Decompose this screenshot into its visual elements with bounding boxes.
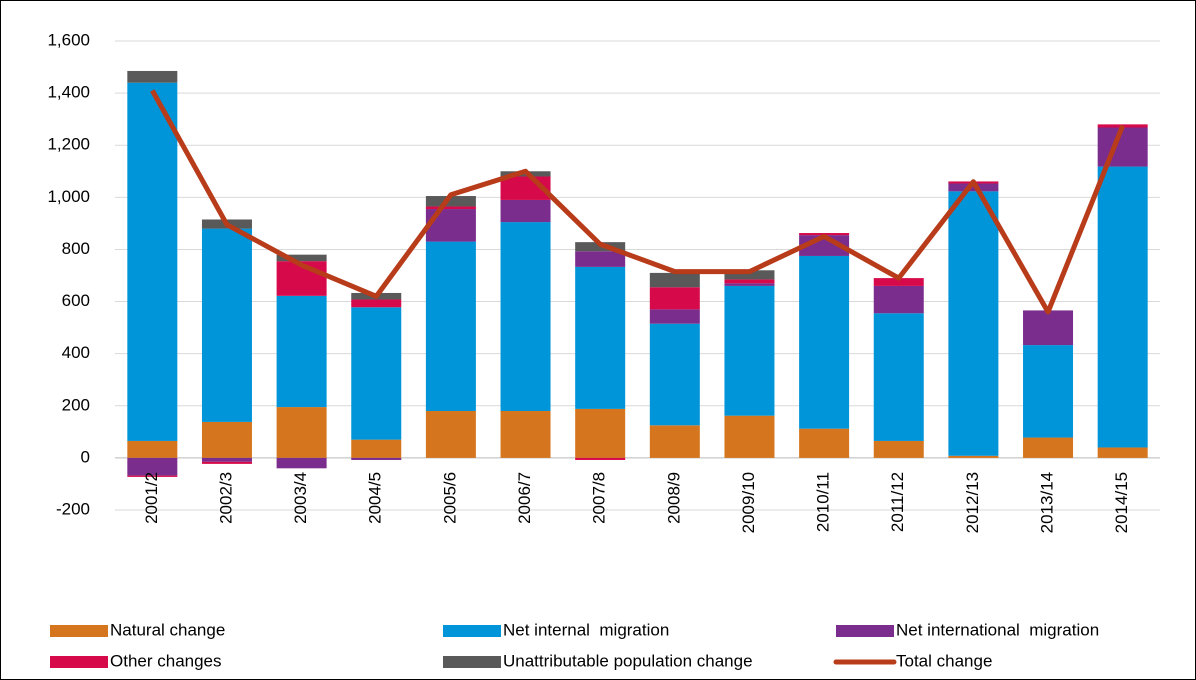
y-tick-label: 1,200 (47, 135, 90, 154)
bar-segment (724, 270, 775, 280)
y-tick-label: 800 (62, 239, 90, 258)
bar-segment (575, 251, 626, 267)
bar-segment (127, 82, 178, 441)
bar-segment (351, 439, 402, 458)
y-tick-label: 1,400 (47, 83, 90, 102)
x-tick-label: 2002/3 (216, 472, 235, 524)
legend-label: Total change (896, 651, 992, 670)
bar-segment (649, 287, 700, 310)
legend-swatch (50, 656, 108, 668)
bar-segment (649, 425, 700, 458)
bar-segment (948, 455, 999, 458)
bar-segment (201, 457, 252, 462)
legend-label: Unattributable population change (503, 651, 753, 670)
bar-segment (649, 272, 700, 288)
bar-segment (1097, 166, 1148, 448)
bar-segment (1023, 345, 1074, 438)
bar-segment (276, 457, 327, 469)
bar-segment (276, 407, 327, 458)
x-tick-label: 2005/6 (440, 472, 459, 524)
bar-segment (948, 183, 999, 192)
legend-swatch (50, 625, 108, 637)
x-tick-label: 2007/8 (590, 472, 609, 524)
bar-segment (500, 222, 551, 411)
y-tick-label: 400 (62, 343, 90, 362)
bar-segment (1023, 437, 1074, 458)
bar-segment (127, 475, 178, 477)
bar-segment (799, 428, 850, 458)
bar-segment (873, 313, 924, 441)
bar-segment (201, 228, 252, 422)
x-tick-label: 2011/12 (888, 472, 907, 532)
x-tick-label: 2014/15 (1112, 472, 1131, 533)
y-tick-label: 1,600 (47, 30, 90, 49)
bar-segment (351, 457, 402, 460)
y-tick-label: 0 (81, 447, 90, 466)
x-tick-label: 2008/9 (664, 472, 683, 524)
x-tick-label: 2010/11 (814, 472, 833, 532)
y-tick-label: 200 (62, 395, 90, 414)
bar-segment (948, 191, 999, 456)
x-tick-label: 2009/10 (739, 472, 758, 533)
bar-segment (425, 206, 476, 210)
bar-segment (127, 457, 178, 476)
bar-segment (201, 421, 252, 458)
bar-segment (1097, 447, 1148, 458)
legend-swatch (443, 625, 501, 637)
bar-segment (724, 415, 775, 458)
x-tick-label: 2001/2 (142, 472, 161, 524)
bar-segment (276, 254, 327, 262)
total-line (150, 89, 1125, 315)
x-tick-label: 2006/7 (515, 472, 534, 524)
legend-label: Net international migration (896, 620, 1099, 639)
bar-segment (649, 309, 700, 324)
bar-segment (500, 199, 551, 223)
bar-segment (1023, 310, 1074, 346)
bar-segment (799, 255, 850, 429)
bar-segment (575, 408, 626, 458)
bar-segment (724, 285, 775, 416)
bar-segment (575, 266, 626, 409)
bar-segment (425, 209, 476, 242)
y-tick-label: 600 (62, 291, 90, 310)
bar-segment (425, 196, 476, 207)
bar-segment (127, 70, 178, 83)
y-tick-label: 1,000 (47, 187, 90, 206)
bar-segment (351, 299, 402, 308)
bar-segment (724, 283, 775, 286)
bar-segment (127, 440, 178, 458)
bar-segment (873, 440, 924, 458)
legend-label: Other changes (110, 651, 222, 670)
bar-segment (575, 457, 626, 460)
bar-segment (1097, 127, 1148, 167)
bar-segment (351, 307, 402, 440)
legend-swatch (443, 656, 501, 668)
bar-segment (500, 410, 551, 458)
bar-segment (276, 295, 327, 408)
bar-segment (724, 279, 775, 284)
bar-segment (201, 461, 252, 464)
bar-segment (425, 241, 476, 411)
y-tick-label: -200 (56, 499, 90, 518)
bar-segment (649, 323, 700, 426)
bar-segment (425, 410, 476, 458)
legend-swatch (836, 625, 894, 637)
x-tick-label: 2012/13 (963, 472, 982, 533)
x-tick-label: 2013/14 (1038, 472, 1057, 533)
bar-segment (873, 285, 924, 314)
x-tick-label: 2004/5 (366, 472, 385, 524)
legend-label: Net internal migration (503, 620, 669, 639)
x-tick-label: 2003/4 (291, 472, 310, 524)
bar-segment (873, 278, 924, 286)
legend-label: Natural change (110, 620, 225, 639)
